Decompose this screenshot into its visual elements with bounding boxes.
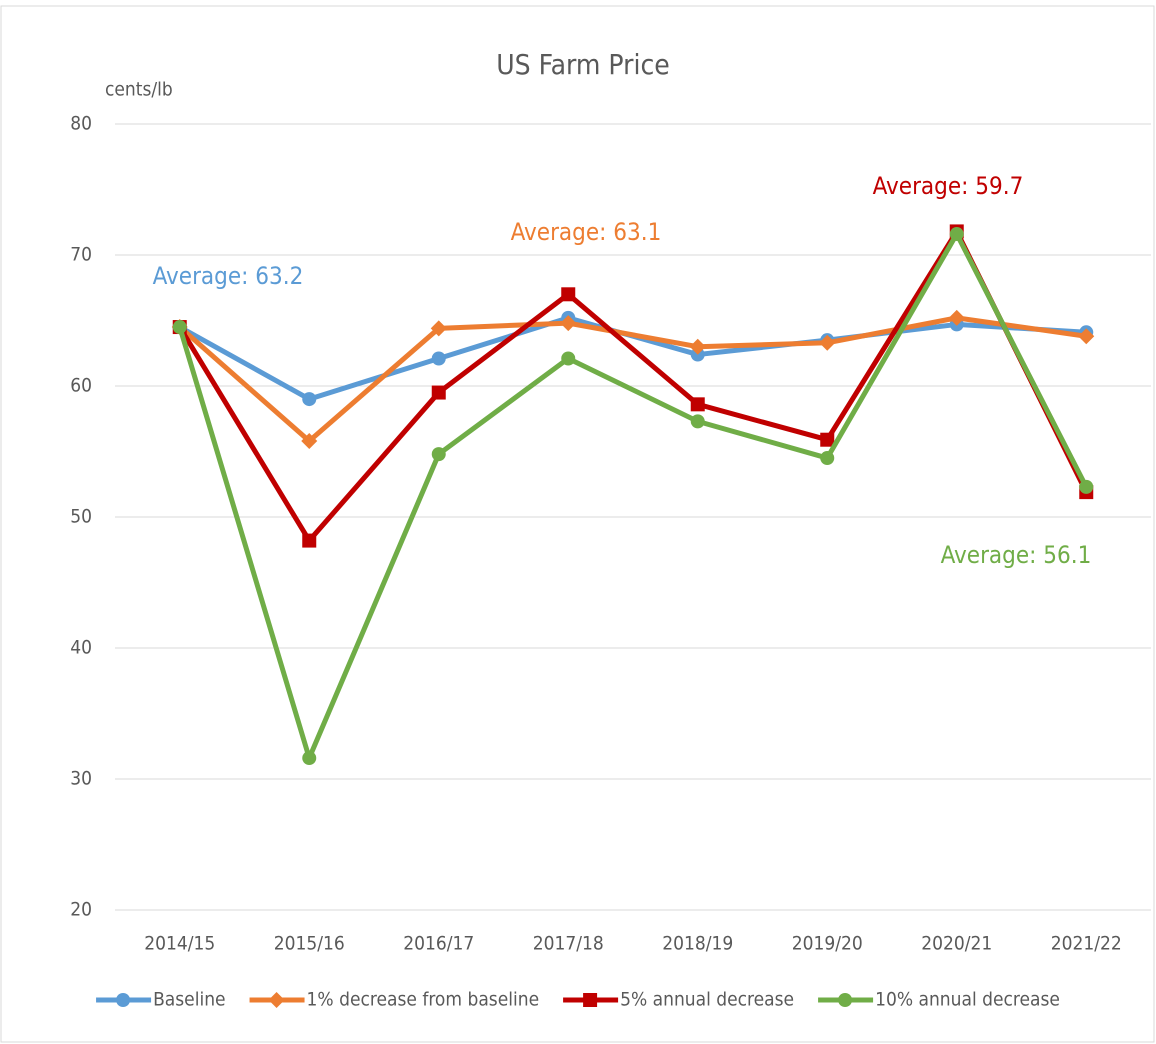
legend-label: 5% annual decrease <box>620 989 794 1011</box>
marker <box>949 227 964 242</box>
marker <box>1079 479 1094 494</box>
marker <box>302 392 317 407</box>
y-tick-label: 60 <box>70 375 92 397</box>
x-tick-label: 2014/15 <box>144 933 215 955</box>
legend-item: 1% decrease from baseline <box>249 989 540 1011</box>
marker <box>431 447 446 462</box>
marker <box>561 351 576 366</box>
annotation: Average: 63.1 <box>511 218 662 246</box>
legend-item: Baseline <box>96 989 226 1011</box>
y-axis-label: cents/lb <box>105 79 173 101</box>
series-line <box>177 231 1089 761</box>
marker <box>948 309 965 326</box>
x-tick-label: 2021/22 <box>1051 933 1122 955</box>
marker <box>431 351 446 366</box>
x-tick-label: 2015/16 <box>274 933 345 955</box>
marker <box>583 993 598 1007</box>
y-tick-label: 20 <box>70 899 92 921</box>
y-tick-label: 70 <box>70 244 92 266</box>
y-tick-label: 40 <box>70 637 92 659</box>
annotation: Average: 56.1 <box>941 541 1092 569</box>
series-line <box>177 228 1089 544</box>
x-tick-label: 2019/20 <box>792 933 863 955</box>
legend-item: 5% annual decrease <box>563 989 794 1011</box>
marker <box>302 533 317 548</box>
x-tick-label: 2017/18 <box>533 933 604 955</box>
y-tick-label: 80 <box>70 113 92 135</box>
marker <box>268 992 285 1008</box>
marker <box>838 993 853 1007</box>
x-tick-label: 2016/17 <box>403 933 474 955</box>
marker <box>560 315 577 332</box>
chart-frame <box>0 5 1155 1043</box>
chart-title: US Farm Price <box>496 48 670 81</box>
marker <box>689 338 706 355</box>
marker <box>561 287 576 302</box>
legend-label: 10% annual decrease <box>875 989 1060 1011</box>
marker <box>116 993 131 1007</box>
series-line <box>178 315 1087 444</box>
legend: Baseline 1% decrease from baseline 5% annu… <box>96 989 1060 1011</box>
annotation: Average: 63.2 <box>153 262 304 290</box>
marker <box>301 433 318 450</box>
marker <box>820 432 835 447</box>
marker <box>1078 328 1095 345</box>
legend-label: 1% decrease from baseline <box>307 989 540 1011</box>
legend-label: Baseline <box>153 989 225 1011</box>
y-tick-label: 30 <box>70 768 92 790</box>
marker <box>690 397 705 412</box>
x-tick-label: 2018/19 <box>662 933 733 955</box>
marker <box>172 320 187 335</box>
y-tick-label: 50 <box>70 506 92 528</box>
marker <box>820 451 835 466</box>
x-tick-label: 2020/21 <box>921 933 992 955</box>
marker <box>431 385 446 400</box>
legend-item: 10% annual decrease <box>818 989 1060 1011</box>
annotation: Average: 59.7 <box>873 172 1024 200</box>
marker <box>430 320 447 337</box>
marker <box>302 751 317 766</box>
marker <box>819 334 836 351</box>
marker <box>690 414 705 429</box>
